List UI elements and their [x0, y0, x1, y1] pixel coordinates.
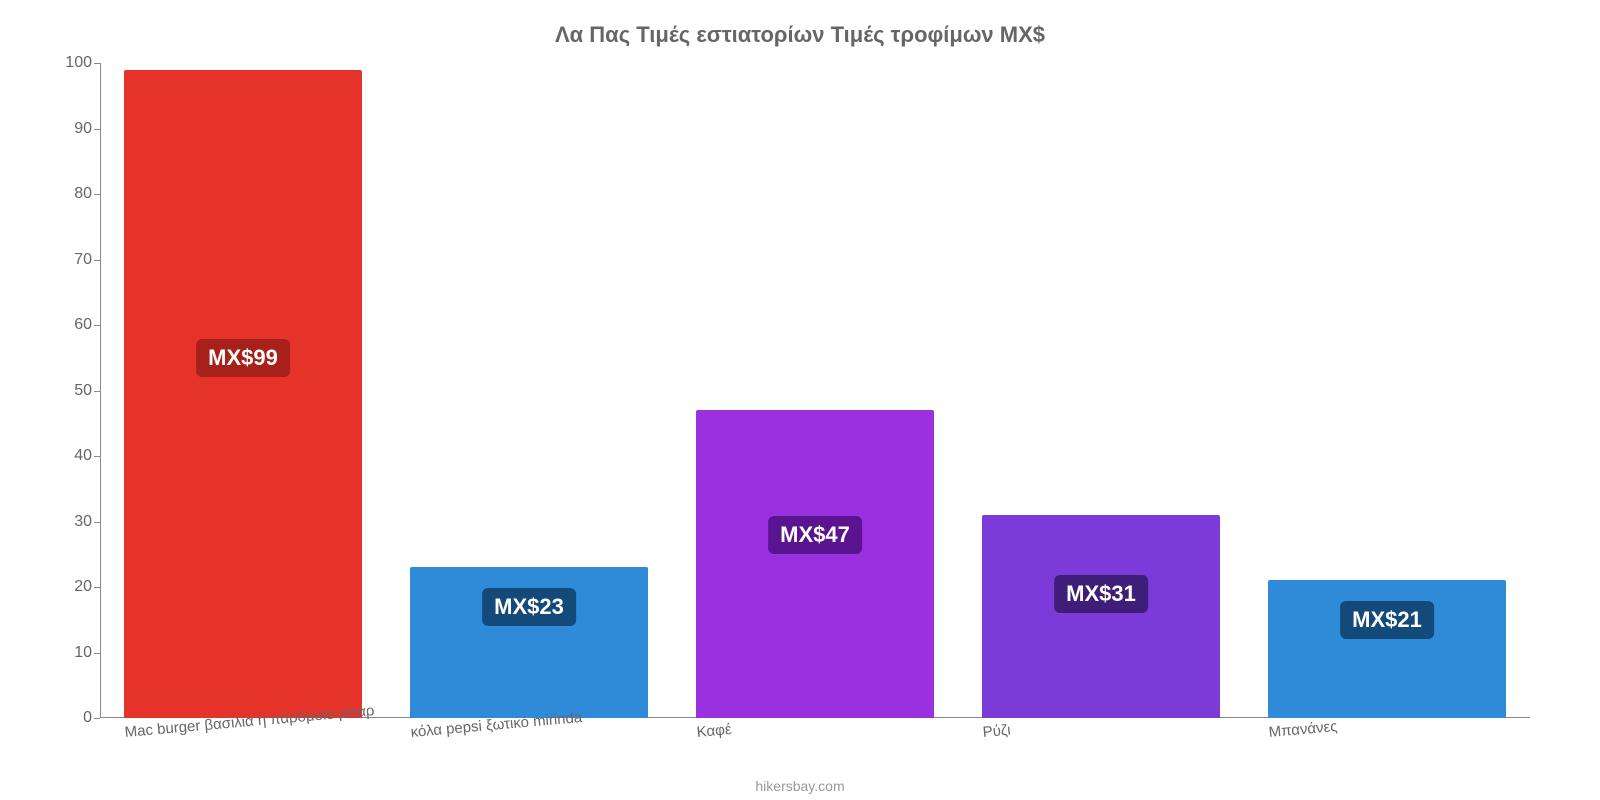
ytick-mark	[94, 522, 100, 523]
attribution-text: hikersbay.com	[0, 778, 1600, 794]
value-badge: MX$47	[768, 516, 862, 554]
ytick-mark	[94, 63, 100, 64]
ytick-label: 30	[52, 513, 92, 531]
value-badge: MX$23	[482, 588, 576, 626]
bar	[982, 515, 1219, 718]
ytick-label: 10	[52, 644, 92, 662]
plot-area: 0102030405060708090100MX$99Mac burger βα…	[100, 63, 1530, 718]
chart-container: Λα Πας Τιμές εστιατορίων Τιμές τροφίμων …	[0, 0, 1600, 800]
ytick-label: 20	[52, 578, 92, 596]
ytick-label: 90	[52, 120, 92, 138]
ytick-mark	[94, 653, 100, 654]
ytick-mark	[94, 129, 100, 130]
ytick-mark	[94, 718, 100, 719]
chart-title: Λα Πας Τιμές εστιατορίων Τιμές τροφίμων …	[0, 22, 1600, 48]
ytick-label: 100	[52, 54, 92, 72]
ytick-mark	[94, 456, 100, 457]
value-badge: MX$21	[1340, 601, 1434, 639]
ytick-label: 0	[52, 709, 92, 727]
ytick-mark	[94, 587, 100, 588]
value-badge: MX$31	[1054, 575, 1148, 613]
x-axis-label: Καφέ	[696, 721, 732, 741]
bar	[696, 410, 933, 718]
ytick-mark	[94, 194, 100, 195]
ytick-mark	[94, 260, 100, 261]
value-badge: MX$99	[196, 339, 290, 377]
ytick-label: 50	[52, 382, 92, 400]
ytick-label: 40	[52, 447, 92, 465]
ytick-label: 80	[52, 185, 92, 203]
bar	[124, 70, 361, 718]
ytick-label: 60	[52, 316, 92, 334]
y-axis	[100, 63, 101, 718]
x-axis-label: Ρύζι	[982, 722, 1011, 741]
ytick-label: 70	[52, 251, 92, 269]
x-axis-label: Μπανάνες	[1268, 718, 1338, 741]
ytick-mark	[94, 391, 100, 392]
ytick-mark	[94, 325, 100, 326]
